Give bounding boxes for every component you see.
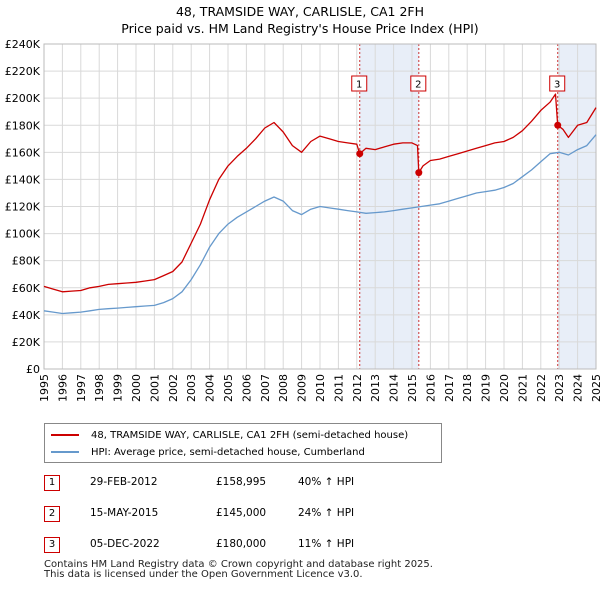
marker-box <box>410 75 427 92</box>
legend-swatch-property <box>51 434 79 436</box>
x-tick-label: 2019 <box>480 374 493 402</box>
x-tick-label: 2015 <box>406 374 419 402</box>
y-tick-label: £120K <box>5 201 41 214</box>
transaction-date: 05-DEC-2022 <box>90 538 160 550</box>
x-tick-label: 1999 <box>112 374 125 402</box>
series-line-hpi <box>43 134 597 315</box>
y-tick-label: £80K <box>12 255 41 268</box>
x-tick-label: 2000 <box>130 374 143 402</box>
x-tick-label: 1996 <box>56 374 69 402</box>
transaction-hpi-change: 11% ↑ HPI <box>298 538 355 550</box>
x-tick-label: 2007 <box>259 374 272 402</box>
transaction-hpi-change: 24% ↑ HPI <box>298 507 355 519</box>
x-tick-label: 2002 <box>167 374 180 402</box>
x-tick-label: 2018 <box>461 374 474 402</box>
footer: Contains HM Land Registry data © Crown c… <box>44 560 433 580</box>
x-tick-label: 2012 <box>351 374 364 402</box>
transaction-price: £158,995 <box>216 476 267 488</box>
x-tick-label: 2003 <box>185 374 198 402</box>
y-tick-label: £220K <box>5 65 41 78</box>
transaction-date: 29-FEB-2012 <box>90 476 158 488</box>
legend: 48, TRAMSIDE WAY, CARLISLE, CA1 2FH (sem… <box>44 423 442 463</box>
y-tick-label: £200K <box>5 92 41 105</box>
x-tick-label: 2005 <box>222 374 235 402</box>
x-tick-label: 2004 <box>204 374 217 402</box>
x-tick-label: 2017 <box>443 374 456 402</box>
y-tick-label: £20K <box>12 336 41 349</box>
y-tick-label: £160K <box>5 146 41 159</box>
x-tick-label: 2021 <box>516 374 529 402</box>
y-tick-label: £100K <box>5 228 41 241</box>
x-tick-label: 2006 <box>240 374 253 402</box>
marker-box <box>351 75 368 92</box>
x-tick-label: 1997 <box>75 374 88 402</box>
transaction-number: 2 <box>44 506 60 522</box>
table-row: 2 15-MAY-2015 £145,000 24% ↑ HPI <box>44 506 404 522</box>
x-tick-label: 2023 <box>553 374 566 402</box>
legend-swatch-hpi <box>51 451 79 453</box>
table-row: 3 05-DEC-2022 £180,000 11% ↑ HPI <box>44 537 404 553</box>
transaction-price: £180,000 <box>216 538 267 550</box>
footer-licence: This data is licensed under the Open Gov… <box>44 569 363 580</box>
x-tick-label: 2016 <box>424 374 437 402</box>
marker-label: 1 <box>356 80 362 91</box>
x-tick-label: 1995 <box>38 374 51 402</box>
chart-title-line2: Price paid vs. HM Land Registry's House … <box>121 21 479 36</box>
y-tick-label: £240K <box>5 38 41 51</box>
footer-copyright: Contains HM Land Registry data © Crown c… <box>44 559 433 570</box>
series-line-property <box>43 93 597 293</box>
y-tick-label: £40K <box>12 309 41 322</box>
x-tick-label: 2014 <box>388 374 401 402</box>
x-tick-label: 2001 <box>148 374 161 402</box>
transaction-price: £145,000 <box>216 507 267 519</box>
y-tick-label: £0 <box>26 363 40 376</box>
marker-label: 2 <box>415 80 421 91</box>
legend-item-hpi: HPI: Average price, semi-detached house,… <box>51 444 365 460</box>
x-tick-label: 2013 <box>369 374 382 402</box>
x-tick-label: 2025 <box>590 374 600 402</box>
transaction-number: 1 <box>44 475 60 491</box>
x-tick-label: 1998 <box>93 374 106 402</box>
transaction-number: 3 <box>44 537 60 553</box>
table-row: 1 29-FEB-2012 £158,995 40% ↑ HPI <box>44 475 404 491</box>
transaction-date: 15-MAY-2015 <box>90 507 159 519</box>
y-tick-label: £60K <box>12 282 41 295</box>
legend-label-hpi: HPI: Average price, semi-detached house,… <box>91 446 365 458</box>
plot-frame <box>43 43 597 370</box>
legend-label-property: 48, TRAMSIDE WAY, CARLISLE, CA1 2FH (sem… <box>91 429 409 441</box>
x-tick-label: 2022 <box>535 374 548 402</box>
legend-item-property: 48, TRAMSIDE WAY, CARLISLE, CA1 2FH (sem… <box>51 427 408 443</box>
x-tick-label: 2010 <box>314 374 327 402</box>
x-tick-label: 2009 <box>296 374 309 402</box>
sale-point <box>415 169 423 177</box>
marker-label: 3 <box>554 80 560 91</box>
price-chart: £0 £20K £40K £60K £80K £100K £120K £140K £160K £1… <box>5 38 600 402</box>
chart-title: 48, TRAMSIDE WAY, CARLISLE, CA1 2FH Pric… <box>0 3 600 37</box>
x-tick-label: 2024 <box>572 374 585 402</box>
marker-box <box>549 75 566 92</box>
sale-point <box>554 121 562 129</box>
chart-title-line1: 48, TRAMSIDE WAY, CARLISLE, CA1 2FH <box>175 4 425 19</box>
x-tick-label: 2020 <box>498 374 511 402</box>
x-tick-label: 2008 <box>277 374 290 402</box>
sale-point <box>356 150 364 158</box>
y-tick-label: £140K <box>5 173 41 186</box>
y-tick-label: £180K <box>5 119 41 132</box>
transaction-hpi-change: 40% ↑ HPI <box>298 476 355 488</box>
x-tick-label: 2011 <box>332 374 345 402</box>
